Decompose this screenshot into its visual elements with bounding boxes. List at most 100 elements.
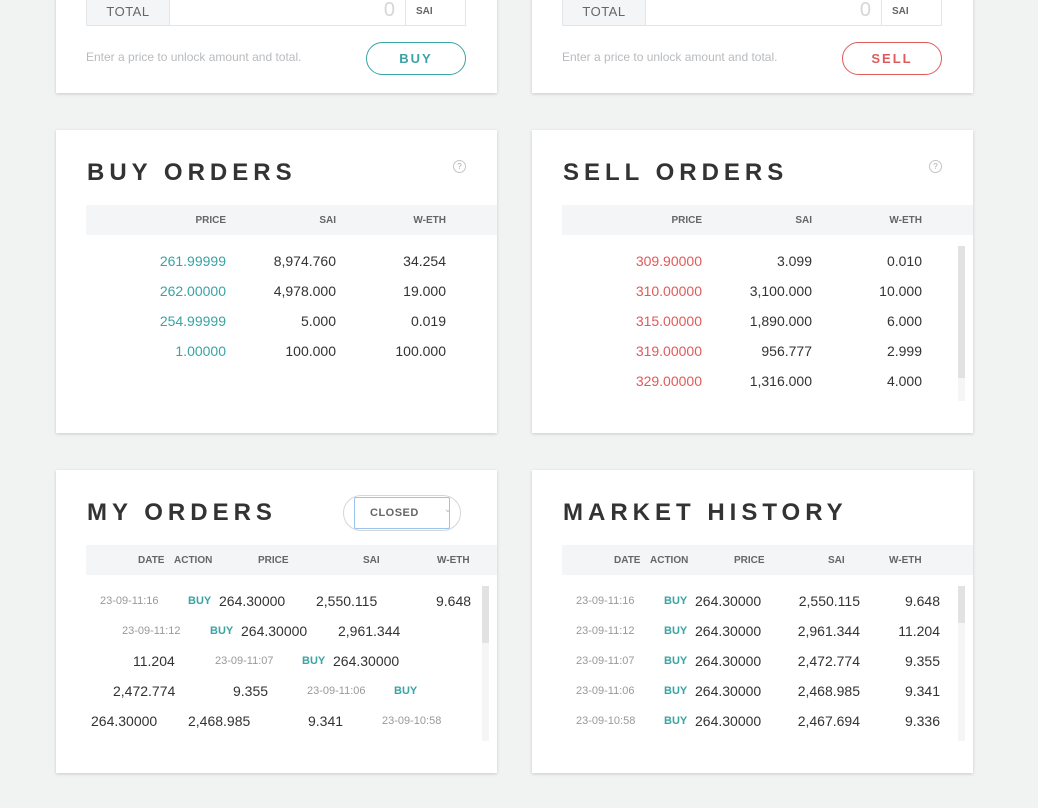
sai-cell: 2,468.985: [797, 683, 860, 699]
scrollbar-thumb[interactable]: [482, 586, 489, 643]
weth-cell: 9.648: [904, 593, 940, 609]
price-cell: 261.99999: [159, 253, 226, 269]
buy-total-row: TOTAL 0 SAI: [86, 0, 466, 26]
sai-cell: 2,472.774: [113, 683, 176, 699]
action-cell: BUY: [664, 625, 688, 637]
my-orders-header: DATE ACTION PRICE SAI W-ETH: [86, 545, 497, 575]
table-row[interactable]: 254.99999 5.000 0.019: [86, 305, 466, 335]
table-row[interactable]: 2,472.774 9.355 23-09-11:06 BUY: [86, 675, 481, 705]
col-sai: SAI: [319, 215, 336, 226]
col-date: DATE: [614, 555, 641, 566]
sai-cell: 4,978.000: [273, 283, 336, 299]
sell-button[interactable]: SELL: [842, 42, 942, 75]
table-row[interactable]: 310.00000 3,100.000 10.000: [562, 275, 942, 305]
table-row[interactable]: 262.00000 4,978.000 19.000: [86, 275, 466, 305]
date-cell: 23-09-11:07: [576, 655, 635, 667]
buy-total-label: TOTAL: [87, 0, 170, 25]
table-row[interactable]: 319.00000 956.777 2.999: [562, 335, 942, 365]
price-cell: 264.30000: [695, 713, 762, 729]
buy-total-unit: SAI: [405, 0, 465, 25]
buy-total-input[interactable]: 0: [383, 0, 395, 21]
buy-button[interactable]: BUY: [366, 42, 466, 75]
weth-cell: 0.010: [886, 253, 922, 269]
action-cell: BUY: [210, 625, 234, 637]
scrollbar[interactable]: [482, 586, 489, 741]
action-cell: BUY: [664, 595, 688, 607]
sell-orders-header: PRICE SAI W-ETH: [562, 205, 973, 235]
chevron-down-icon: ⌄: [443, 504, 452, 515]
col-sai: SAI: [363, 555, 380, 566]
table-row[interactable]: 264.30000 2,468.985 9.341 23-09-10:58: [86, 705, 481, 735]
scrollbar-thumb[interactable]: [958, 586, 965, 623]
date-cell: 23-09-10:58: [382, 715, 442, 727]
col-sai: SAI: [828, 555, 845, 566]
col-weth: W-ETH: [889, 215, 922, 226]
date-cell: 23-09-11:16: [100, 595, 159, 607]
table-row[interactable]: 23-09-11:12 BUY 264.30000 2,961.344: [86, 615, 481, 645]
help-icon[interactable]: ?: [929, 160, 942, 173]
date-cell: 23-09-11:06: [307, 685, 366, 697]
col-price: PRICE: [734, 555, 765, 566]
order-status-value: CLOSED: [370, 507, 419, 519]
sai-cell: 2,472.774: [797, 653, 860, 669]
sell-total-input[interactable]: 0: [859, 0, 871, 21]
col-price: PRICE: [671, 215, 702, 226]
table-row[interactable]: 261.99999 8,974.760 34.254: [86, 245, 466, 275]
table-row[interactable]: 329.00000 1,316.000 4.000: [562, 365, 942, 395]
sai-cell: 3,100.000: [749, 283, 812, 299]
sai-cell: 2,550.115: [316, 593, 378, 609]
sai-cell: 5.000: [300, 313, 336, 329]
date-cell: 23-09-11:07: [215, 655, 274, 667]
sell-hint: Enter a price to unlock amount and total…: [562, 50, 778, 64]
price-cell: 264.30000: [695, 593, 762, 609]
buy-hint: Enter a price to unlock amount and total…: [86, 50, 302, 64]
price-cell: 264.30000: [695, 623, 762, 639]
table-row[interactable]: 23-09-11:07 BUY 264.30000 2,472.774 9.35…: [562, 645, 957, 675]
price-cell: 264.30000: [91, 713, 158, 729]
table-row[interactable]: 309.90000 3.099 0.010: [562, 245, 942, 275]
action-cell: BUY: [188, 595, 212, 607]
help-icon[interactable]: ?: [453, 160, 466, 173]
price-cell: 309.90000: [635, 253, 702, 269]
weth-cell: 100.000: [395, 343, 446, 359]
date-cell: 23-09-11:06: [576, 685, 635, 697]
table-row[interactable]: 23-09-11:16 BUY 264.30000 2,550.115 9.64…: [562, 585, 957, 615]
order-status-dropdown[interactable]: CLOSED ⌄: [343, 495, 461, 531]
my-orders-rows: 23-09-11:16 BUY 264.30000 2,550.115 9.64…: [86, 585, 481, 735]
sell-orders-card: SELL ORDERS ? PRICE SAI W-ETH 309.90000 …: [532, 130, 973, 433]
sell-total-row: TOTAL 0 SAI: [562, 0, 942, 26]
table-row[interactable]: 23-09-11:16 BUY 264.30000 2,550.115 9.64…: [86, 585, 481, 615]
weth-cell: 10.000: [879, 283, 922, 299]
weth-cell: 9.341: [308, 713, 344, 729]
sai-cell: 2,468.985: [188, 713, 251, 729]
my-orders-card: MY ORDERS CLOSED ⌄ DATE ACTION PRICE SAI…: [56, 470, 497, 773]
table-row[interactable]: 23-09-10:58 BUY 264.30000 2,467.694 9.33…: [562, 705, 957, 735]
table-row[interactable]: 23-09-11:06 BUY 264.30000 2,468.985 9.34…: [562, 675, 957, 705]
price-cell: 310.00000: [635, 283, 702, 299]
price-cell: 262.00000: [159, 283, 226, 299]
table-row[interactable]: 11.204 23-09-11:07 BUY 264.30000: [86, 645, 481, 675]
price-cell: 315.00000: [635, 313, 702, 329]
price-cell: 264.30000: [219, 593, 286, 609]
weth-cell: 19.000: [403, 283, 446, 299]
table-row[interactable]: 1.00000 100.000 100.000: [86, 335, 466, 365]
table-row[interactable]: 315.00000 1,890.000 6.000: [562, 305, 942, 335]
sai-cell: 100.000: [285, 343, 336, 359]
order-status-select[interactable]: CLOSED: [354, 497, 450, 529]
weth-cell: 9.355: [904, 653, 940, 669]
action-cell: BUY: [394, 685, 418, 697]
sai-cell: 2,961.344: [797, 623, 860, 639]
col-sai: SAI: [795, 215, 812, 226]
col-price: PRICE: [195, 215, 226, 226]
sai-cell: 2,550.115: [798, 593, 860, 609]
price-cell: 329.00000: [635, 373, 702, 389]
date-cell: 23-09-10:58: [576, 715, 636, 727]
scrollbar-thumb[interactable]: [958, 246, 965, 378]
table-row[interactable]: 23-09-11:12 BUY 264.30000 2,961.344 11.2…: [562, 615, 957, 645]
col-weth: W-ETH: [889, 555, 922, 566]
scrollbar[interactable]: [958, 246, 965, 401]
scrollbar[interactable]: [958, 586, 965, 741]
date-cell: 23-09-11:12: [122, 625, 181, 637]
price-cell: 264.30000: [241, 623, 308, 639]
weth-cell: 9.341: [904, 683, 940, 699]
